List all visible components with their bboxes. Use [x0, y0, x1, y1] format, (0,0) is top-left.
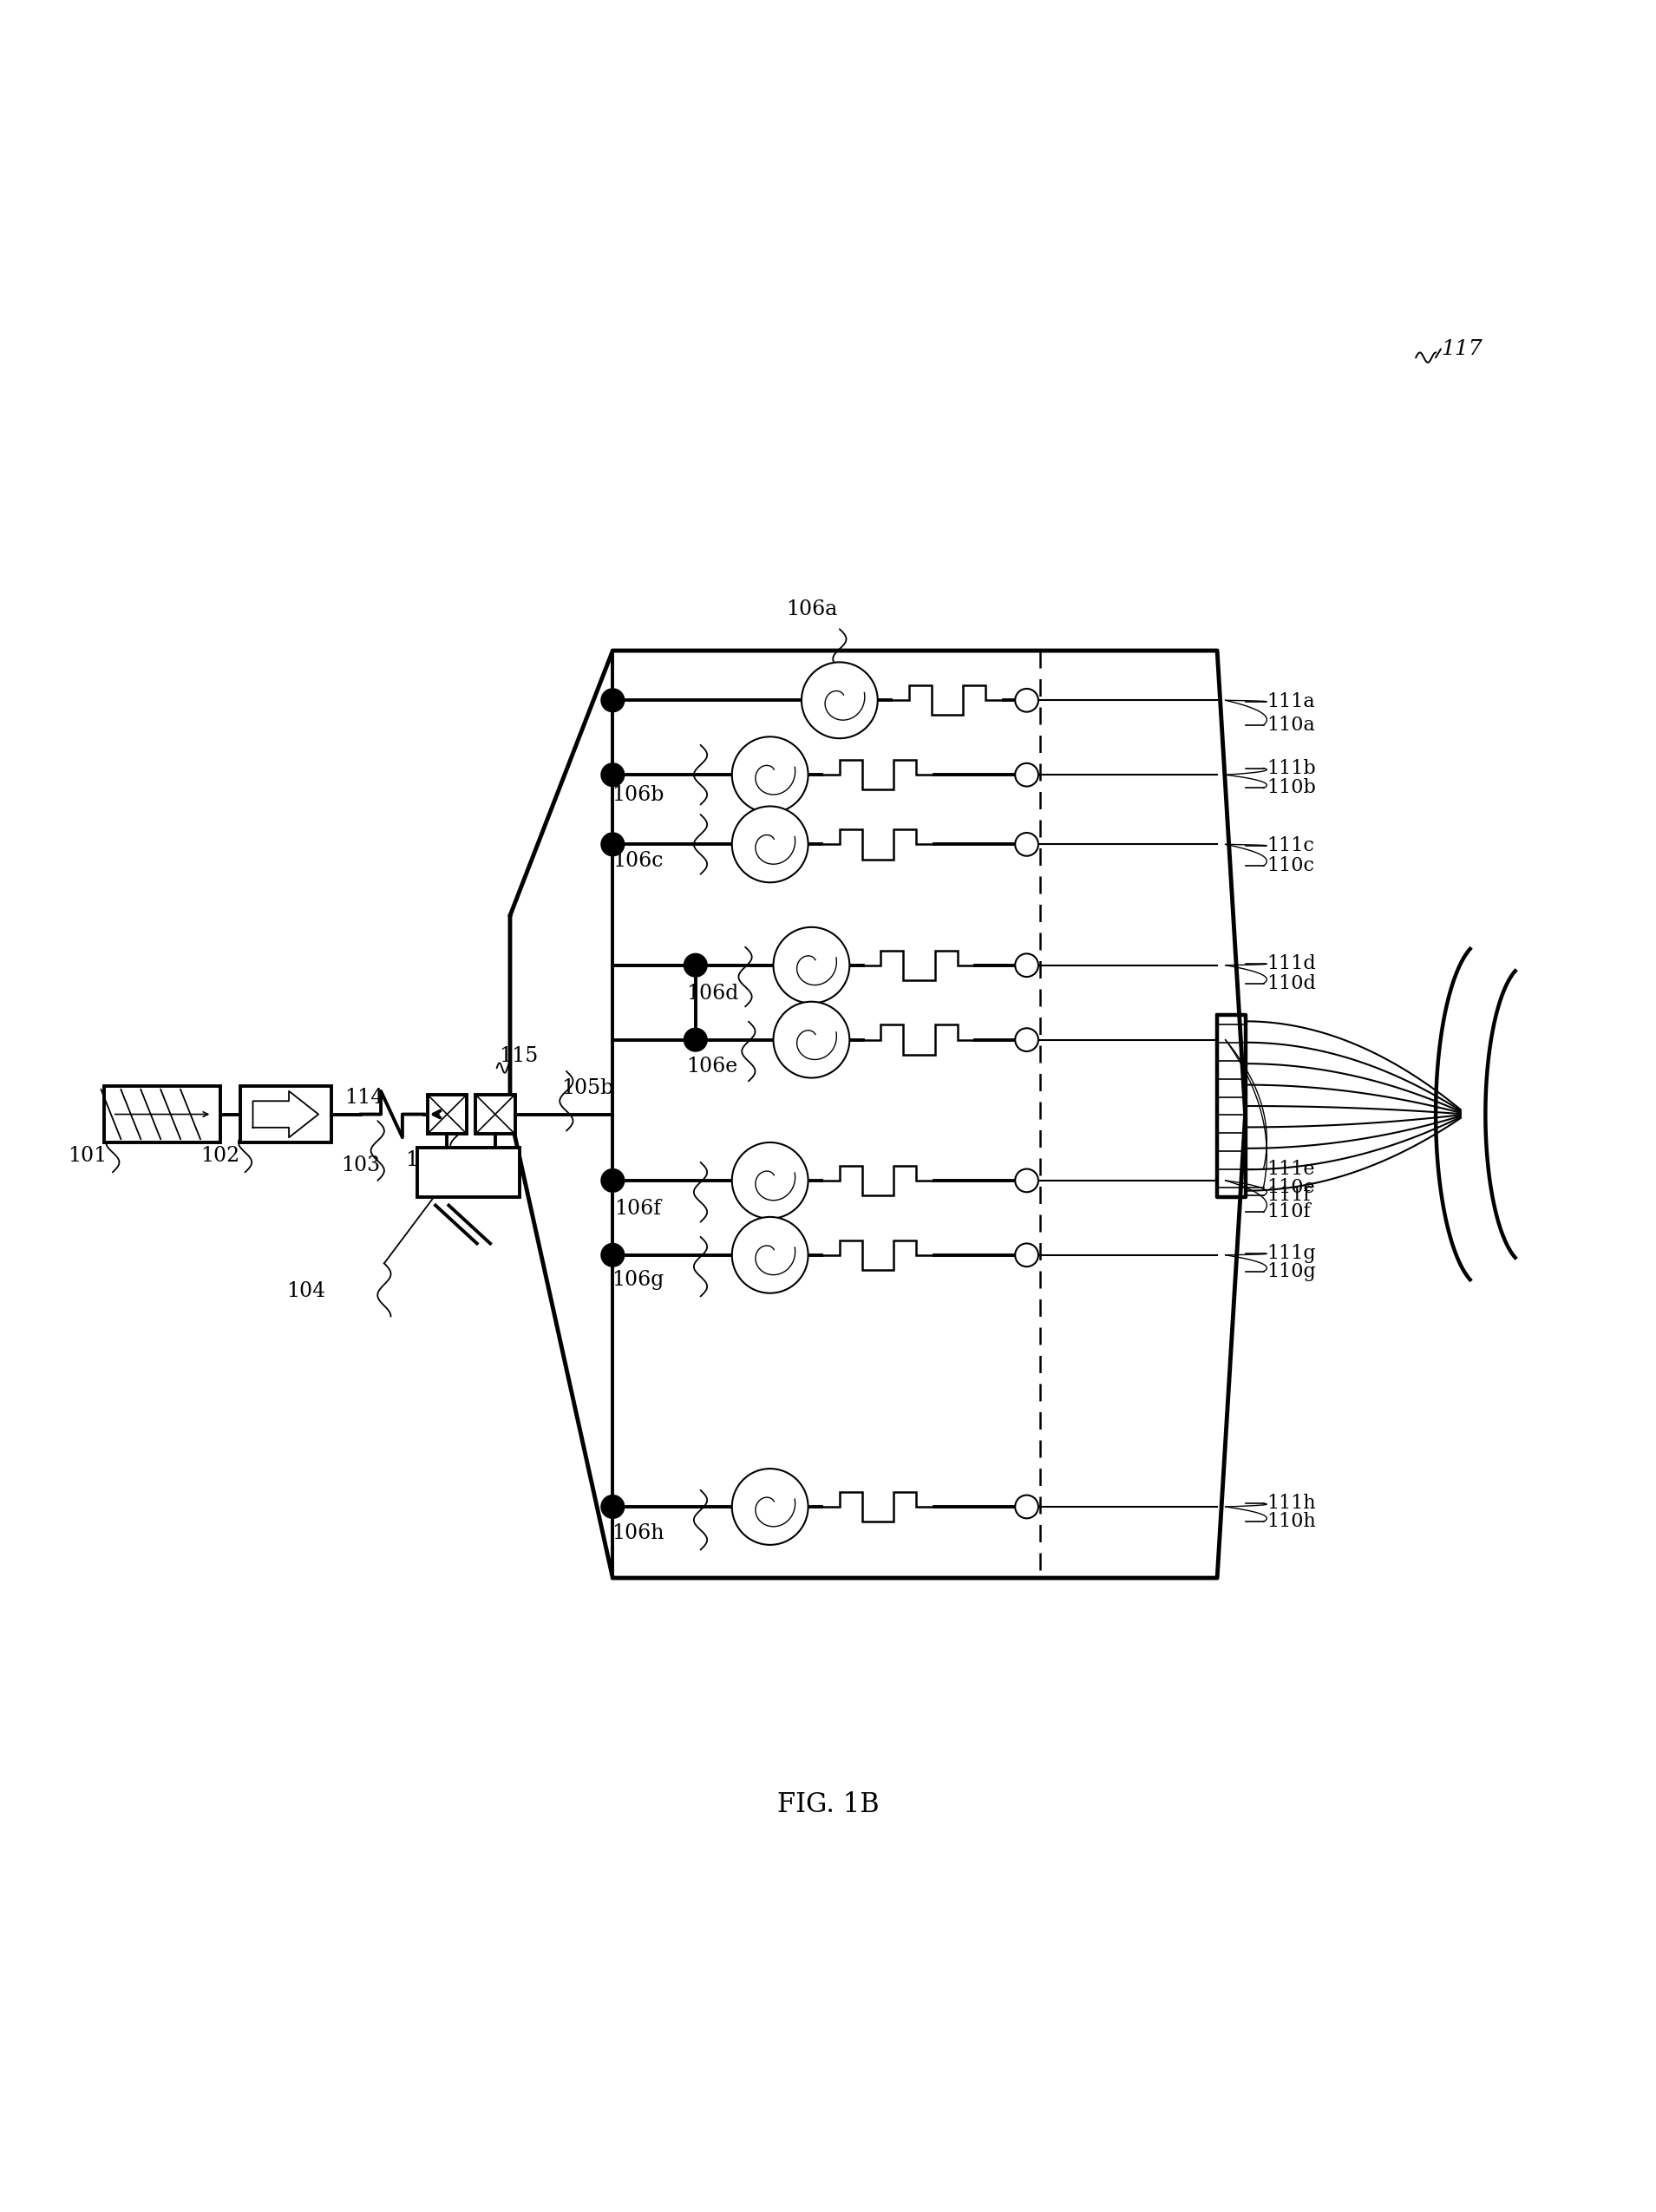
Text: 111g: 111g	[1267, 1243, 1317, 1263]
Text: 106h: 106h	[611, 1524, 664, 1544]
Circle shape	[601, 832, 624, 856]
Text: 110c: 110c	[1267, 856, 1315, 876]
Text: 106d: 106d	[686, 984, 739, 1004]
Text: 105a: 105a	[406, 1150, 455, 1170]
Circle shape	[601, 1243, 624, 1267]
Text: 106e: 106e	[686, 1057, 739, 1077]
Circle shape	[732, 805, 808, 883]
Text: 104: 104	[286, 1281, 326, 1301]
Circle shape	[732, 1141, 808, 1219]
Text: 103: 103	[341, 1155, 381, 1175]
Circle shape	[601, 1168, 624, 1192]
Text: 114: 114	[344, 1088, 384, 1108]
Text: 110f: 110f	[1267, 1203, 1312, 1221]
Text: 105b: 105b	[561, 1077, 614, 1097]
Text: 106c: 106c	[613, 852, 662, 872]
Text: 111h: 111h	[1267, 1493, 1317, 1513]
Bar	[104, 1086, 220, 1141]
Circle shape	[601, 688, 624, 712]
Bar	[427, 1095, 467, 1135]
Text: 110a: 110a	[1267, 717, 1315, 734]
Circle shape	[773, 927, 850, 1004]
Circle shape	[732, 1217, 808, 1294]
Text: 111c: 111c	[1267, 836, 1315, 856]
Circle shape	[1015, 1495, 1038, 1517]
Text: 110h: 110h	[1267, 1513, 1317, 1531]
Circle shape	[732, 737, 808, 812]
Text: 101: 101	[68, 1146, 108, 1166]
Circle shape	[802, 661, 878, 739]
Circle shape	[601, 1495, 624, 1517]
Text: 111e: 111e	[1267, 1159, 1315, 1179]
Circle shape	[1015, 688, 1038, 712]
Text: 106f: 106f	[614, 1199, 661, 1219]
Circle shape	[1015, 763, 1038, 787]
Text: 106b: 106b	[611, 785, 664, 805]
Text: 111d: 111d	[1267, 953, 1317, 973]
Text: 102: 102	[200, 1146, 240, 1166]
Circle shape	[1015, 1029, 1038, 1051]
Text: 110b: 110b	[1267, 779, 1317, 799]
Text: 115: 115	[498, 1046, 538, 1066]
Circle shape	[773, 1002, 850, 1077]
Circle shape	[732, 1469, 808, 1544]
Bar	[240, 1086, 331, 1141]
Text: 110g: 110g	[1267, 1263, 1317, 1281]
Text: 111b: 111b	[1267, 759, 1317, 779]
Text: 111a: 111a	[1267, 692, 1315, 712]
Bar	[417, 1148, 520, 1197]
Text: 106g: 106g	[611, 1270, 664, 1290]
Circle shape	[684, 1029, 707, 1051]
Circle shape	[1015, 953, 1038, 978]
Text: 117: 117	[1441, 338, 1482, 358]
Text: 110d: 110d	[1267, 973, 1317, 993]
Circle shape	[601, 763, 624, 787]
Circle shape	[1015, 1243, 1038, 1267]
Text: 106a: 106a	[785, 599, 838, 619]
Text: 111f: 111f	[1267, 1186, 1310, 1206]
Bar	[475, 1095, 515, 1135]
Text: 118: 118	[126, 1088, 166, 1110]
Circle shape	[1015, 1168, 1038, 1192]
Text: 110e: 110e	[1267, 1177, 1315, 1197]
Text: FIG. 1B: FIG. 1B	[777, 1792, 879, 1818]
Circle shape	[684, 953, 707, 978]
Circle shape	[1015, 832, 1038, 856]
